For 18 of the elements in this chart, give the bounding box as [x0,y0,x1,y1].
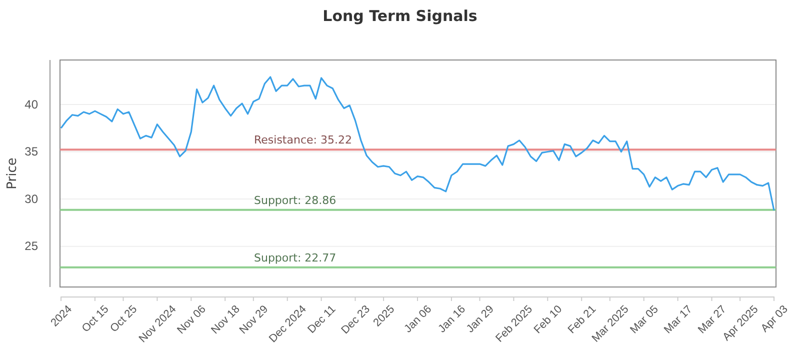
y-tick-label: 35 [24,144,38,159]
x-tick-label: Nov 06 [175,303,208,336]
x-tick-label: Jan 06 [402,303,434,336]
y-tick-label: 25 [24,239,38,254]
y-tick-label: 30 [24,192,38,206]
y-tick-label: 40 [24,97,38,112]
chart-title: Long Term Signals [322,7,478,25]
line-series [60,76,775,212]
ref-line-label: Resistance: 35.22 [254,134,352,147]
x-tick-label: Mar 17 [662,303,695,336]
x-tick-label: Mar 05 [628,303,661,336]
y-axis-title: Price [5,158,20,190]
x-tick-label: Dec 23 [339,303,372,336]
x-tick-label: Dec 11 [306,303,338,336]
ref-line-label: Support: 22.77 [254,251,336,264]
ref-line-label: Support: 28.86 [254,194,336,207]
x-tick-label: Apr 03 [758,303,790,335]
x-tick-label: Feb 10 [532,303,565,336]
